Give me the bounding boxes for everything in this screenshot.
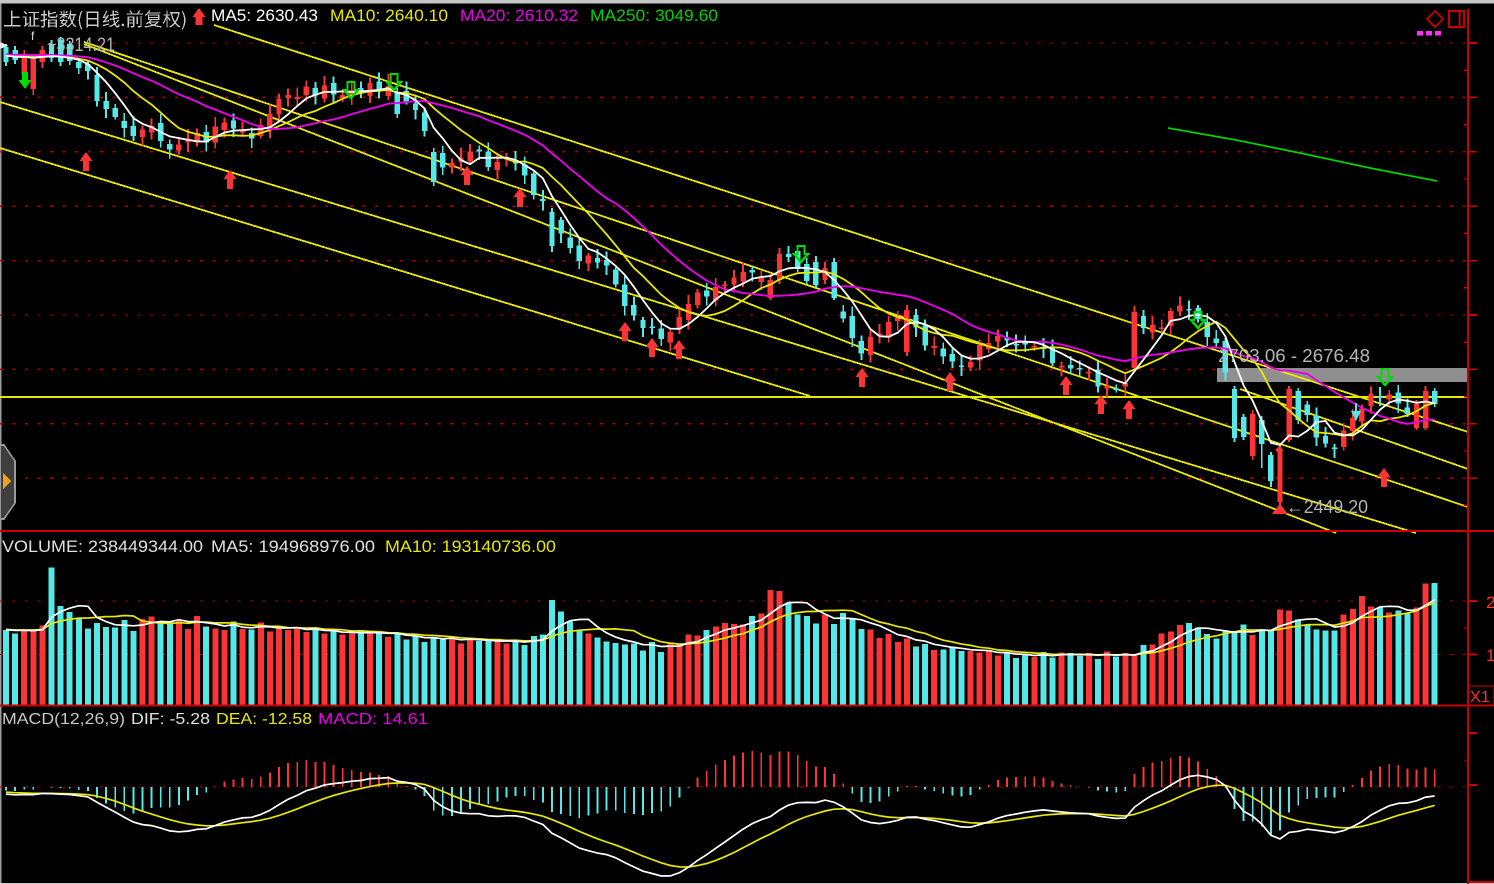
svg-text:DEA: -12.58: DEA: -12.58 — [216, 711, 312, 728]
svg-text:MA5: 2630.43: MA5: 2630.43 — [211, 7, 318, 25]
svg-text:MA250: 3049.60: MA250: 3049.60 — [590, 7, 718, 25]
svg-text:VOLUME: 238449344.00: VOLUME: 238449344.00 — [2, 538, 203, 556]
svg-text:MA20: 2610.32: MA20: 2610.32 — [460, 7, 578, 25]
svg-text:~3314.21: ~3314.21 — [47, 35, 115, 56]
svg-text:f: f — [31, 29, 35, 43]
svg-text:MA10: 193140736.00: MA10: 193140736.00 — [385, 538, 556, 556]
svg-text:X1: X1 — [1470, 689, 1490, 706]
svg-text:MA5: 194968976.00: MA5: 194968976.00 — [211, 538, 375, 556]
svg-text:1: 1 — [1486, 646, 1494, 665]
svg-text:2703.06 - 2676.48: 2703.06 - 2676.48 — [1218, 346, 1370, 366]
svg-text:2: 2 — [1486, 593, 1494, 612]
svg-text:MACD(12,26,9): MACD(12,26,9) — [2, 711, 125, 728]
svg-text:←2449.20: ←2449.20 — [1286, 497, 1368, 517]
svg-text:MACD: 14.61: MACD: 14.61 — [318, 711, 428, 728]
svg-text:DIF: -5.28: DIF: -5.28 — [131, 711, 210, 728]
svg-text:MA10: 2640.10: MA10: 2640.10 — [330, 7, 448, 25]
